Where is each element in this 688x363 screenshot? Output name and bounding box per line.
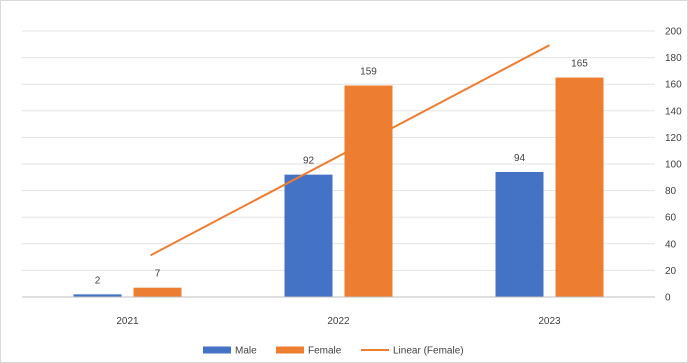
legend-label-male: Male <box>235 346 257 357</box>
legend-swatch-male <box>203 346 231 354</box>
bar-female-2021 <box>133 287 182 297</box>
y-tick-label: 100 <box>665 160 682 171</box>
trendline-linear-female <box>150 44 550 257</box>
legend: Male Female Linear (Female) <box>203 346 464 357</box>
data-label-male-2023: 94 <box>514 153 526 164</box>
y-tick-label: 200 <box>665 27 682 38</box>
data-label-male-2022: 92 <box>303 156 315 167</box>
data-label-female-2021: 7 <box>155 269 161 280</box>
x-tick-label-2022: 2022 <box>327 316 350 327</box>
y-tick-label: 0 <box>665 293 671 304</box>
legend-label-trendline: Linear (Female) <box>393 346 464 357</box>
y-tick-label: 80 <box>665 186 677 197</box>
x-tick-label-2021: 2021 <box>116 316 139 327</box>
y-tick-label: 160 <box>665 80 682 91</box>
y-tick-label: 20 <box>665 266 677 277</box>
y-tick-label: 40 <box>665 239 677 250</box>
bar-male-2022 <box>284 174 333 297</box>
y-tick-label: 60 <box>665 213 677 224</box>
axes: 0 20 40 60 80 100 120 140 160 180 200 2021 2022 2023 <box>22 27 682 327</box>
bar-female-2022 <box>344 85 393 297</box>
bars <box>73 77 604 297</box>
data-label-female-2023: 165 <box>571 59 588 70</box>
x-tick-label-2023: 2023 <box>538 316 561 327</box>
data-label-female-2022: 159 <box>360 67 377 78</box>
y-tick-label: 120 <box>665 133 682 144</box>
legend-swatch-female <box>276 346 304 354</box>
bar-female-2023 <box>555 77 604 297</box>
bar-male-2023 <box>495 171 544 297</box>
trendline-layer <box>150 44 550 257</box>
y-tick-label: 180 <box>665 53 682 64</box>
y-tick-label: 140 <box>665 106 682 117</box>
data-labels: 2 7 92 159 94 165 <box>95 59 589 287</box>
bar-male-2021 <box>73 294 122 297</box>
data-label-male-2021: 2 <box>95 275 101 286</box>
legend-label-female: Female <box>308 346 342 357</box>
